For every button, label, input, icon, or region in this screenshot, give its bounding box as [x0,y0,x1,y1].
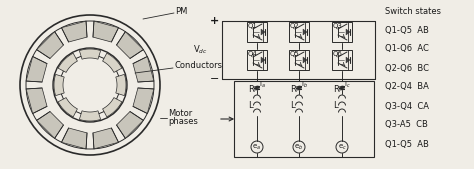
Text: Q3: Q3 [333,23,343,29]
Text: Q2: Q2 [290,23,300,29]
Text: V$_{dc}$: V$_{dc}$ [193,44,208,56]
Text: Q1-Q5  AB: Q1-Q5 AB [385,139,429,149]
Text: Q6: Q6 [333,51,343,57]
Text: Q5: Q5 [290,51,300,57]
Text: L: L [290,102,295,111]
Polygon shape [54,74,64,96]
FancyBboxPatch shape [289,50,309,70]
Text: Switch states: Switch states [385,6,441,16]
Text: Q1-Q6  AC: Q1-Q6 AC [385,44,429,54]
Text: i$_a$: i$_a$ [259,80,266,90]
Text: Q1-Q5  AB: Q1-Q5 AB [385,26,429,34]
Text: phases: phases [168,117,198,127]
Polygon shape [62,128,87,149]
Polygon shape [133,88,154,114]
Text: R: R [333,86,339,94]
Text: R: R [290,86,296,94]
Polygon shape [303,57,307,63]
FancyBboxPatch shape [247,22,267,42]
Text: i$_c$: i$_c$ [344,80,351,90]
Polygon shape [303,29,307,35]
Text: e$_c$: e$_c$ [337,142,346,152]
Polygon shape [261,29,265,35]
Polygon shape [117,32,143,58]
Polygon shape [36,32,64,58]
Polygon shape [346,29,350,35]
Polygon shape [117,112,143,138]
Polygon shape [116,74,126,96]
FancyBboxPatch shape [247,50,267,70]
Text: Q2-Q4  BA: Q2-Q4 BA [385,82,429,91]
Text: Q3-Q4  CA: Q3-Q4 CA [385,102,429,111]
Text: Conductors: Conductors [175,62,223,70]
FancyBboxPatch shape [289,22,309,42]
Polygon shape [26,56,47,82]
Polygon shape [102,98,122,117]
Text: R: R [248,86,254,94]
Polygon shape [79,49,100,59]
Text: Q3-A5  CB: Q3-A5 CB [385,120,428,129]
Text: e$_b$: e$_b$ [294,142,304,152]
Polygon shape [346,57,350,63]
Polygon shape [58,53,77,72]
Polygon shape [79,111,100,121]
Text: Q1: Q1 [248,23,258,29]
FancyBboxPatch shape [332,22,352,42]
Text: i$_b$: i$_b$ [301,80,308,90]
Polygon shape [26,88,47,114]
Polygon shape [93,21,118,42]
Polygon shape [62,21,87,42]
Text: +: + [210,16,219,26]
Text: L: L [248,102,253,111]
Text: Q2-Q6  BC: Q2-Q6 BC [385,64,429,73]
Text: −: − [210,74,219,84]
Polygon shape [133,56,154,82]
Polygon shape [58,98,77,117]
Text: L: L [333,102,337,111]
Polygon shape [93,128,118,149]
Text: PM: PM [175,6,187,16]
Text: e$_a$: e$_a$ [253,142,262,152]
Polygon shape [102,53,122,72]
FancyBboxPatch shape [332,50,352,70]
Text: Q4: Q4 [248,51,258,57]
Text: Motor: Motor [168,110,192,118]
Polygon shape [261,57,265,63]
Polygon shape [36,112,64,138]
